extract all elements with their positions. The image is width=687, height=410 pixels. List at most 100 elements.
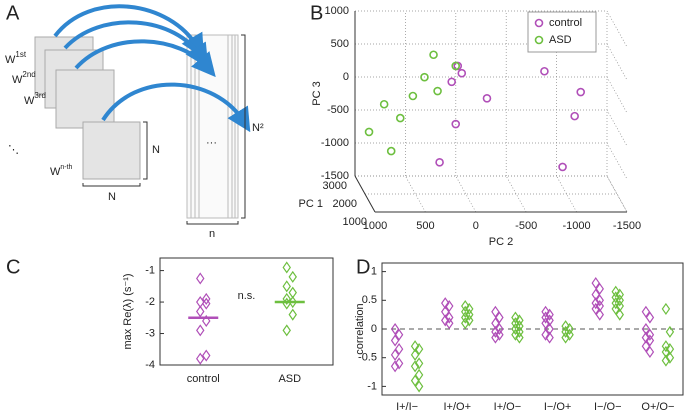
x-tick-label: -1500 [613,220,641,232]
point [202,314,211,327]
point [395,113,405,123]
x-tick-label: ASD [278,373,301,385]
point [561,320,570,333]
x-tick-label: I−/O− [594,401,622,410]
point [445,317,454,330]
point [495,322,504,336]
x-tick-label: control [187,373,220,385]
grid-line [606,142,628,180]
point [461,299,470,313]
point [511,317,520,330]
point [491,325,500,338]
point [410,348,420,361]
point [611,297,620,310]
point [447,77,456,87]
panel-label: A [6,2,20,24]
y-tick-label: -3 [145,327,155,339]
y-tick-label: -4 [145,359,155,371]
point [665,325,675,338]
matrix-label: Wn-th [50,164,73,178]
matrix-label: W2nd [12,70,36,86]
point [457,68,467,78]
point [615,308,624,321]
point [196,352,205,365]
point [661,340,671,353]
dim-label: N [152,144,160,156]
point [288,308,297,321]
arrow [74,39,216,78]
x-tick-label: 1000 [363,220,387,232]
point [379,99,389,109]
grid-line [606,76,628,114]
y-tick-label: -2 [145,296,155,308]
y-tick-label: -1 [367,380,377,392]
point [541,305,550,318]
point [288,296,297,309]
point [441,305,450,318]
point [661,354,671,367]
arrow [63,20,209,69]
x-tick-label: 500 [416,220,434,232]
point [414,357,424,370]
point [196,305,205,318]
point [645,345,655,359]
point [441,297,450,310]
y-tick-label: 0 [371,323,377,335]
legend-box [527,11,597,53]
grid-line [556,175,577,213]
grid-line [405,175,426,213]
point [595,308,604,321]
y-tick-label: -1000 [321,137,349,149]
point [611,291,620,304]
point [445,299,454,313]
bracket [82,183,141,187]
x-tick-label: -1000 [563,220,591,232]
point [491,305,500,318]
grid-line [606,175,628,213]
y-tick-label: 0.5 [362,294,377,306]
grid-line [505,175,527,213]
point [591,302,600,315]
x-tick-label: O+/O− [641,401,674,410]
point [615,294,624,307]
y-axis-label: PC 3 [311,81,323,105]
point [565,328,574,341]
legend-marker [534,35,544,45]
point [511,328,520,341]
point [591,297,600,310]
point [394,343,404,356]
point [451,61,461,71]
point [591,288,600,301]
point [429,50,438,60]
dots: ⋱ [8,144,19,156]
point [408,91,418,101]
panel-label: B [310,2,323,24]
point [465,302,474,315]
point [665,351,675,364]
point [390,334,400,347]
bracket [143,121,148,180]
point [641,331,651,344]
point [540,66,549,76]
point [282,292,291,305]
point [451,119,461,129]
point [545,322,554,336]
dim-label: N [108,191,116,203]
point [414,380,424,393]
point [445,311,454,324]
z-tick-label: 2000 [333,198,357,210]
point [541,328,550,341]
y-axis-label: correlation [354,303,366,354]
point [390,322,400,336]
point [394,357,404,370]
y-tick-label: 1000 [325,5,349,17]
point [561,331,570,344]
point [565,322,574,336]
point [433,86,442,96]
point [465,314,474,327]
point [461,311,470,324]
point [495,311,504,324]
point [545,331,554,344]
x-tick-label: 0 [473,220,479,232]
point [570,111,579,121]
